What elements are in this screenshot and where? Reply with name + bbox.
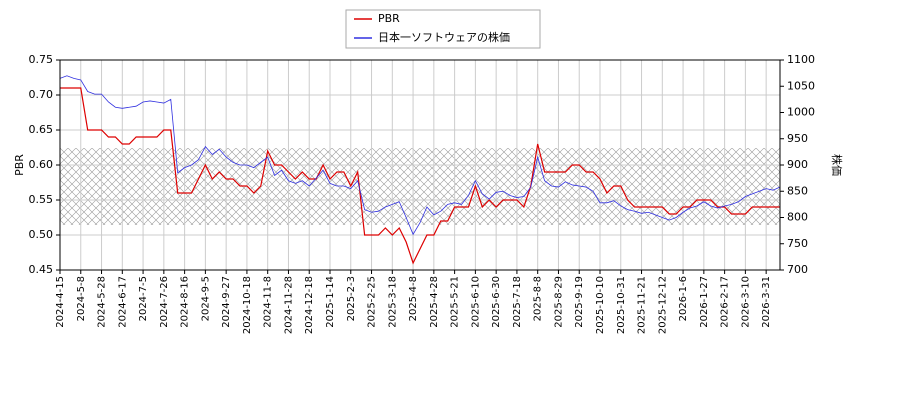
x-tick-label: 2025-8-29 [553,276,564,328]
y2-tick-label: 700 [787,263,808,276]
x-tick-label: 2026-2-17 [720,276,731,328]
x-tick-label: 2025-7-18 [512,276,523,328]
x-tick-label: 2024-9-27 [221,276,232,328]
x-tick-label: 2025-2-3 [346,276,357,321]
x-tick-label: 2025-6-30 [491,276,502,328]
x-tick-label: 2025-10-10 [595,276,606,334]
x-tick-label: 2024-12-18 [304,276,315,334]
y-tick-label: 0.45 [29,263,54,276]
y-tick-label: 0.65 [29,123,54,136]
x-tick-label: 2026-1-6 [678,276,689,321]
x-tick-label: 2025-3-18 [387,276,398,328]
y2-tick-label: 1100 [787,53,815,66]
legend-label: PBR [378,12,400,25]
y2-tick-label: 900 [787,158,808,171]
y-tick-label: 0.70 [29,88,54,101]
y2-tick-label: 750 [787,237,808,250]
x-tick-label: 2025-4-28 [429,276,440,328]
y-tick-label: 0.55 [29,193,54,206]
x-tick-label: 2024-7-5 [138,276,149,321]
x-tick-label: 2024-10-18 [242,276,253,334]
x-tick-label: 2024-5-8 [76,276,87,321]
x-tick-label: 2024-11-8 [263,276,274,328]
x-tick-label: 2024-4-15 [55,276,66,328]
legend: PBR 日本一ソフトウェアの株価 [345,9,541,49]
y2-tick-label: 850 [787,184,808,197]
y2-axis-label: 株価 [830,154,844,176]
x-tick-label: 2025-10-31 [616,276,627,334]
x-tick-label: 2025-11-21 [637,276,648,334]
y2-tick-label: 1050 [787,79,815,92]
x-tick-label: 2024-6-17 [117,276,128,328]
legend-frame [345,9,541,49]
x-tick-label: 2025-4-8 [408,276,419,321]
hatched-band [60,148,780,225]
y2-tick-label: 1000 [787,106,815,119]
series-line [59,75,781,236]
x-tick-label: 2025-12-12 [657,276,668,334]
x-tick-label: 2024-11-28 [283,276,294,334]
y-tick-label: 0.75 [29,53,54,66]
x-tick-label: 2024-7-26 [159,276,170,328]
y2-tick-label: 950 [787,132,808,145]
x-tick-label: 2024-5-28 [97,276,108,328]
x-tick-label: 2025-8-8 [533,276,544,321]
series-line [60,87,780,265]
x-tick-label: 2026-3-31 [761,276,772,328]
x-tick-label: 2026-3-10 [740,276,751,328]
legend-label: 日本一ソフトウェアの株価 [378,30,510,44]
x-tick-label: 2026-1-27 [699,276,710,328]
y-tick-label: 0.60 [29,158,54,171]
x-tick-label: 2025-2-25 [367,276,378,328]
x-tick-label: 2024-8-16 [180,276,191,328]
x-tick-label: 2025-6-10 [470,276,481,328]
x-tick-label: 2024-9-5 [200,276,211,321]
x-tick-label: 2025-9-19 [574,276,585,328]
y-tick-label: 0.50 [29,228,54,241]
x-tick-label: 2025-1-14 [325,276,336,328]
y-axis-label: PBR [13,154,26,176]
y2-tick-label: 800 [787,211,808,224]
x-tick-label: 2025-5-21 [450,276,461,328]
